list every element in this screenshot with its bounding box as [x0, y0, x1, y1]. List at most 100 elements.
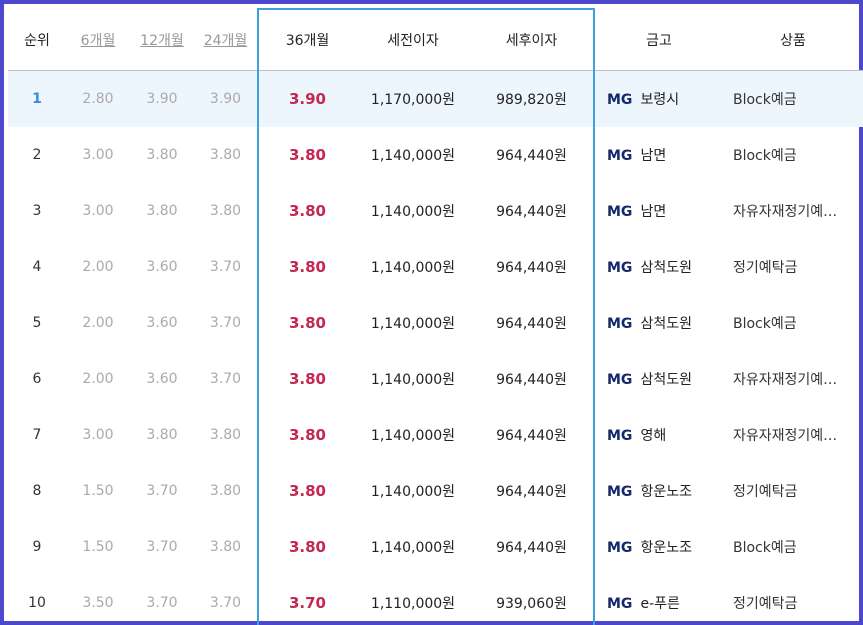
- col-header-product: 상품: [723, 9, 863, 71]
- rate-6m-cell: 1.50: [82, 539, 114, 555]
- rank-cell: 2: [32, 147, 42, 163]
- rank-cell: 6: [32, 371, 42, 387]
- product-cell[interactable]: 자유자재정기예…: [733, 204, 838, 220]
- product-cell[interactable]: 정기예탁금: [733, 260, 798, 276]
- product-cell[interactable]: 자유자재정기예…: [733, 372, 838, 388]
- rate-12m-cell: 3.90: [130, 70, 194, 127]
- pretax-interest-cell: 1,140,000원: [370, 316, 456, 332]
- rate-24m-cell: 3.80: [209, 147, 242, 163]
- rate-36m-cell: 3.80: [257, 351, 356, 407]
- posttax-interest-cell: 964,440원: [470, 127, 595, 183]
- bank-cell: MG e-푸른: [594, 575, 723, 625]
- bank-cell: MG 남면: [594, 127, 723, 183]
- mg-logo: MG: [607, 428, 633, 444]
- product-cell[interactable]: Block예금: [733, 316, 797, 332]
- product-cell[interactable]: Block예금: [723, 70, 863, 127]
- pretax-interest-cell: 1,140,000원: [370, 540, 456, 556]
- product-cell[interactable]: 정기예탁금: [733, 484, 798, 500]
- product-cell[interactable]: Block예금: [733, 540, 797, 556]
- table-row[interactable]: 10 3.50 3.70 3.70 3.70 1,110,000원 939,060원 MG e-…: [8, 575, 863, 625]
- bank-name: 항운노조: [640, 540, 692, 556]
- table-row[interactable]: 4 2.00 3.60 3.70 3.80 1,140,000원 964,440원 MG 삼척도…: [8, 239, 863, 295]
- bank-name: 항운노조: [640, 484, 692, 500]
- posttax-interest-cell: 964,440원: [470, 519, 595, 575]
- product-cell[interactable]: 정기예탁금: [733, 596, 798, 612]
- rate-6m-cell: 3.00: [82, 203, 114, 219]
- rate-12m-cell: 3.80: [146, 147, 178, 163]
- table-row[interactable]: 6 2.00 3.60 3.70 3.80 1,140,000원 964,440원 MG 삼척도…: [8, 351, 863, 407]
- col-header-posttax-interest: 세후이자: [470, 8, 595, 71]
- bank-cell: MG 삼척도원: [594, 239, 723, 295]
- pretax-interest-cell: 1,140,000원: [370, 484, 456, 500]
- table-row[interactable]: 1 2.80 3.90 3.90 3.90 1,170,000원 989,820원 MG 보령시…: [8, 70, 863, 127]
- rate-6m-cell: 3.50: [82, 595, 114, 611]
- table-row[interactable]: 8 1.50 3.70 3.80 3.80 1,140,000원 964,440원 MG 항운노…: [8, 463, 863, 519]
- rate-24m-cell: 3.70: [209, 595, 242, 611]
- col-header-pretax-interest: 세전이자: [356, 8, 470, 71]
- rate-6m-cell: 1.50: [82, 483, 114, 499]
- rate-12m-cell: 3.70: [146, 483, 178, 499]
- bank-cell: MG 삼척도원: [594, 351, 723, 407]
- rate-6m-cell: 3.00: [82, 147, 114, 163]
- rate-24m-cell: 3.80: [209, 539, 242, 555]
- rate-12m-cell: 3.60: [146, 315, 178, 331]
- bank-name: e-푸른: [640, 596, 680, 612]
- pretax-interest-cell: 1,140,000원: [370, 260, 456, 276]
- col-header-36m[interactable]: 36개월: [257, 8, 356, 71]
- rank-cell: 4: [32, 259, 42, 275]
- pretax-interest-cell: 1,170,000원: [356, 70, 470, 127]
- table-row[interactable]: 2 3.00 3.80 3.80 3.80 1,140,000원 964,440원 MG 남면 B…: [8, 127, 863, 183]
- rate-6m-cell: 2.80: [66, 70, 130, 127]
- rate-12m-cell: 3.60: [146, 371, 178, 387]
- posttax-interest-cell: 964,440원: [470, 183, 595, 239]
- rank-cell: 9: [32, 539, 42, 555]
- bank-name: 남면: [640, 204, 667, 220]
- col-header-bank: 금고: [594, 9, 723, 71]
- bank-name: 삼척도원: [640, 372, 692, 388]
- rate-24m-cell: 3.80: [209, 203, 242, 219]
- rate-24m-cell: 3.70: [209, 259, 242, 275]
- bank-cell: MG 삼척도원: [594, 295, 723, 351]
- rate-36m-cell: 3.80: [257, 239, 356, 295]
- mg-logo: MG: [607, 92, 633, 108]
- rank-cell: 3: [32, 203, 42, 219]
- posttax-interest-cell: 964,440원: [470, 463, 595, 519]
- rank-cell: 1: [8, 70, 66, 127]
- mg-logo: MG: [607, 204, 633, 220]
- posttax-interest-cell: 964,440원: [470, 407, 595, 463]
- rate-24m-cell: 3.80: [209, 483, 242, 499]
- rank-cell: 10: [28, 595, 46, 611]
- table-row[interactable]: 7 3.00 3.80 3.80 3.80 1,140,000원 964,440원 MG 영해 자…: [8, 407, 863, 463]
- bank-cell: MG 항운노조: [594, 463, 723, 519]
- rate-12m-cell: 3.70: [146, 539, 178, 555]
- rank-cell: 8: [32, 483, 42, 499]
- table-row[interactable]: 9 1.50 3.70 3.80 3.80 1,140,000원 964,440원 MG 항운노…: [8, 519, 863, 575]
- table-row[interactable]: 3 3.00 3.80 3.80 3.80 1,140,000원 964,440원 MG 남면 자…: [8, 183, 863, 239]
- product-cell[interactable]: 자유자재정기예…: [733, 428, 838, 444]
- rate-36m-cell: 3.80: [257, 295, 356, 351]
- mg-logo: MG: [607, 540, 633, 556]
- rate-12m-cell: 3.60: [146, 259, 178, 275]
- rate-12m-cell: 3.80: [146, 203, 178, 219]
- col-header-12m[interactable]: 12개월: [130, 9, 194, 71]
- mg-logo: MG: [607, 596, 633, 612]
- bank-cell: MG 남면: [594, 183, 723, 239]
- pretax-interest-cell: 1,110,000원: [370, 596, 456, 612]
- table-row[interactable]: 5 2.00 3.60 3.70 3.80 1,140,000원 964,440원 MG 삼척도…: [8, 295, 863, 351]
- bank-name: 남면: [640, 148, 667, 164]
- rate-36m-cell: 3.80: [257, 183, 356, 239]
- posttax-interest-cell: 989,820원: [470, 70, 595, 127]
- bank-name: 삼척도원: [640, 260, 692, 276]
- col-header-rank: 순위: [8, 9, 66, 71]
- col-header-6m[interactable]: 6개월: [66, 9, 130, 71]
- rate-36m-cell: 3.80: [257, 127, 356, 183]
- mg-logo: MG: [607, 316, 633, 332]
- rate-24m-cell: 3.70: [209, 315, 242, 331]
- bank-cell: MG 보령시: [594, 70, 723, 127]
- col-header-24m[interactable]: 24개월: [194, 9, 258, 71]
- pretax-interest-cell: 1,140,000원: [370, 428, 456, 444]
- posttax-interest-cell: 964,440원: [470, 239, 595, 295]
- posttax-interest-cell: 964,440원: [470, 351, 595, 407]
- product-cell[interactable]: Block예금: [733, 148, 797, 164]
